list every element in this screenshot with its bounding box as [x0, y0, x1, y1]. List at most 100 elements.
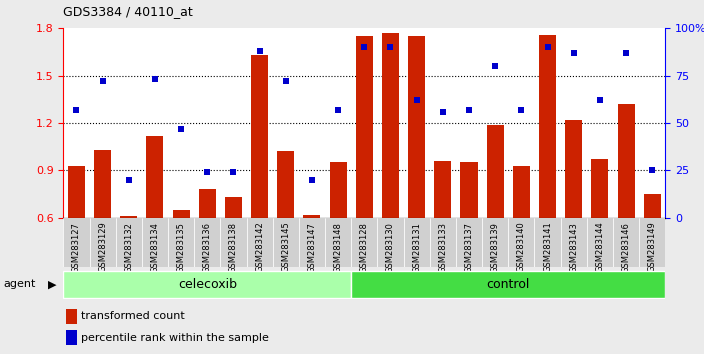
Text: GSM283142: GSM283142: [255, 222, 264, 273]
Point: [489, 63, 501, 69]
Text: GSM283129: GSM283129: [98, 222, 107, 273]
Point: [516, 107, 527, 113]
Bar: [120, 216, 137, 218]
Text: GSM283140: GSM283140: [517, 222, 526, 273]
Bar: [639, 218, 665, 267]
Text: percentile rank within the sample: percentile rank within the sample: [82, 332, 270, 343]
Text: ▶: ▶: [48, 279, 56, 289]
Bar: [434, 161, 451, 218]
Text: GSM283130: GSM283130: [386, 222, 395, 273]
Text: transformed count: transformed count: [82, 311, 185, 321]
Bar: [617, 104, 634, 218]
Bar: [591, 159, 608, 218]
Bar: [325, 218, 351, 267]
Point: [201, 170, 213, 175]
Bar: [225, 197, 242, 218]
Point: [437, 109, 448, 114]
Text: GSM283145: GSM283145: [282, 222, 290, 273]
Bar: [115, 218, 142, 267]
Text: GSM283127: GSM283127: [72, 222, 81, 273]
Bar: [534, 218, 560, 267]
Text: GSM283147: GSM283147: [308, 222, 317, 273]
Bar: [172, 210, 189, 218]
Text: GSM283148: GSM283148: [334, 222, 343, 273]
Bar: [94, 150, 111, 218]
Bar: [513, 166, 530, 218]
Point: [646, 167, 658, 173]
Point: [175, 126, 187, 132]
Bar: [456, 218, 482, 267]
Bar: [643, 194, 660, 218]
Text: control: control: [486, 278, 530, 291]
Bar: [356, 36, 373, 218]
Bar: [194, 218, 220, 267]
Text: GSM283138: GSM283138: [229, 222, 238, 273]
Point: [254, 48, 265, 54]
Bar: [329, 162, 346, 218]
Text: GSM283149: GSM283149: [648, 222, 657, 273]
Bar: [382, 33, 399, 218]
Bar: [299, 218, 325, 267]
Bar: [142, 218, 168, 267]
Point: [71, 107, 82, 113]
Point: [280, 79, 291, 84]
Point: [542, 45, 553, 50]
Bar: [408, 36, 425, 218]
Bar: [272, 218, 299, 267]
Text: GSM283144: GSM283144: [596, 222, 604, 273]
Text: GSM283133: GSM283133: [439, 222, 447, 273]
Bar: [168, 218, 194, 267]
Text: GSM283139: GSM283139: [491, 222, 500, 273]
Text: GSM283136: GSM283136: [203, 222, 212, 273]
Point: [568, 50, 579, 56]
Bar: [565, 120, 582, 218]
Bar: [63, 270, 351, 298]
Bar: [66, 330, 77, 345]
Point: [149, 76, 161, 82]
Bar: [586, 218, 613, 267]
Point: [385, 45, 396, 50]
Point: [463, 107, 474, 113]
Point: [332, 107, 344, 113]
Text: GSM283132: GSM283132: [125, 222, 133, 273]
Text: GSM283135: GSM283135: [177, 222, 186, 273]
Text: celecoxib: celecoxib: [178, 278, 237, 291]
Bar: [539, 35, 556, 218]
Point: [594, 97, 605, 103]
Text: GSM283143: GSM283143: [569, 222, 578, 273]
Bar: [486, 125, 503, 218]
Bar: [251, 55, 268, 218]
Bar: [89, 218, 115, 267]
Bar: [351, 218, 377, 267]
Bar: [63, 218, 89, 267]
Bar: [66, 309, 77, 324]
Bar: [220, 218, 246, 267]
Text: GSM283131: GSM283131: [412, 222, 421, 273]
Bar: [508, 218, 534, 267]
Text: agent: agent: [4, 279, 36, 289]
Point: [411, 97, 422, 103]
Bar: [146, 136, 163, 218]
Bar: [246, 218, 272, 267]
Point: [306, 177, 318, 183]
Point: [228, 170, 239, 175]
Bar: [429, 218, 456, 267]
Bar: [303, 215, 320, 218]
Bar: [199, 189, 216, 218]
Bar: [482, 218, 508, 267]
Point: [97, 79, 108, 84]
Point: [123, 177, 134, 183]
Text: GSM283134: GSM283134: [151, 222, 160, 273]
Bar: [68, 166, 85, 218]
Point: [358, 45, 370, 50]
Text: GSM283128: GSM283128: [360, 222, 369, 273]
Point: [620, 50, 631, 56]
Bar: [403, 218, 429, 267]
Bar: [560, 218, 586, 267]
Text: GDS3384 / 40110_at: GDS3384 / 40110_at: [63, 5, 193, 18]
Text: GSM283146: GSM283146: [622, 222, 631, 273]
Bar: [613, 218, 639, 267]
Text: GSM283141: GSM283141: [543, 222, 552, 273]
Bar: [351, 270, 665, 298]
Bar: [377, 218, 403, 267]
